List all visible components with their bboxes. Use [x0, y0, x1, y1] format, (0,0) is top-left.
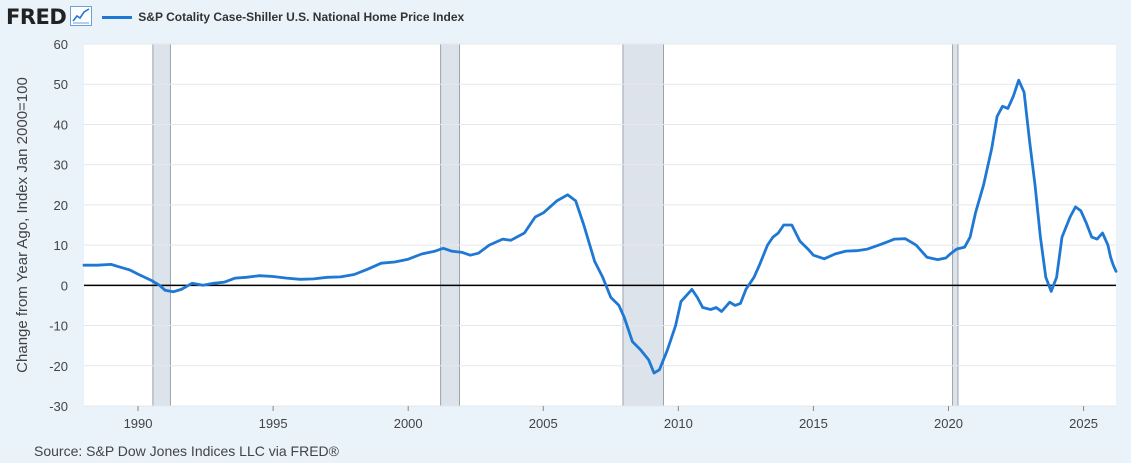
recession-band-1 [440, 44, 460, 406]
y-tick-label: -10 [49, 319, 68, 334]
legend-label: S&P Cotality Case-Shiller U.S. National … [138, 10, 465, 24]
y-tick-label: 0 [61, 278, 68, 293]
x-tick-label: 2005 [529, 416, 558, 431]
x-tick-label: 2020 [934, 416, 963, 431]
y-tick-label: 60 [54, 37, 68, 52]
y-tick-label: 30 [54, 158, 68, 173]
y-tick-label: -20 [49, 359, 68, 374]
legend-swatch [102, 15, 133, 19]
line-chart-icon [70, 5, 93, 31]
x-tick-label: 2015 [799, 416, 828, 431]
x-tick-label: 2000 [394, 416, 423, 431]
series-line[interactable] [82, 78, 1118, 375]
chart-header: FRED S&P Cotality Case-Shiller U.S. Nati… [6, 4, 464, 30]
x-tick-labels: 1990 1995 2000 2005 2010 2015 2020 2025 [124, 406, 1098, 431]
source-note: Source: S&P Dow Jones Indices LLC via FR… [34, 443, 339, 459]
y-tick-labels: 60 50 40 30 20 10 0 -10 -20 -30 [49, 37, 68, 414]
fred-logo[interactable]: FRED [6, 5, 67, 29]
recession-band-0 [152, 44, 171, 406]
y-axis-label: Change from Year Ago, Index Jan 2000=100 [14, 77, 31, 373]
recession-band-2 [622, 44, 664, 406]
x-tick-label: 1990 [124, 416, 153, 431]
recession-layer [152, 44, 959, 406]
legend: S&P Cotality Case-Shiller U.S. National … [102, 10, 464, 24]
x-tick-label: 2025 [1069, 416, 1098, 431]
y-tick-label: 40 [54, 117, 68, 132]
y-tick-label: -30 [49, 399, 68, 414]
y-tick-label: 10 [54, 238, 68, 253]
recession-band-3 [952, 44, 958, 406]
grid-layer [84, 43, 1116, 407]
plot-background [84, 44, 1116, 406]
y-tick-label: 20 [54, 198, 68, 213]
x-tick-label: 2010 [664, 416, 693, 431]
y-tick-label: 50 [54, 77, 68, 92]
x-tick-label: 1995 [259, 416, 288, 431]
